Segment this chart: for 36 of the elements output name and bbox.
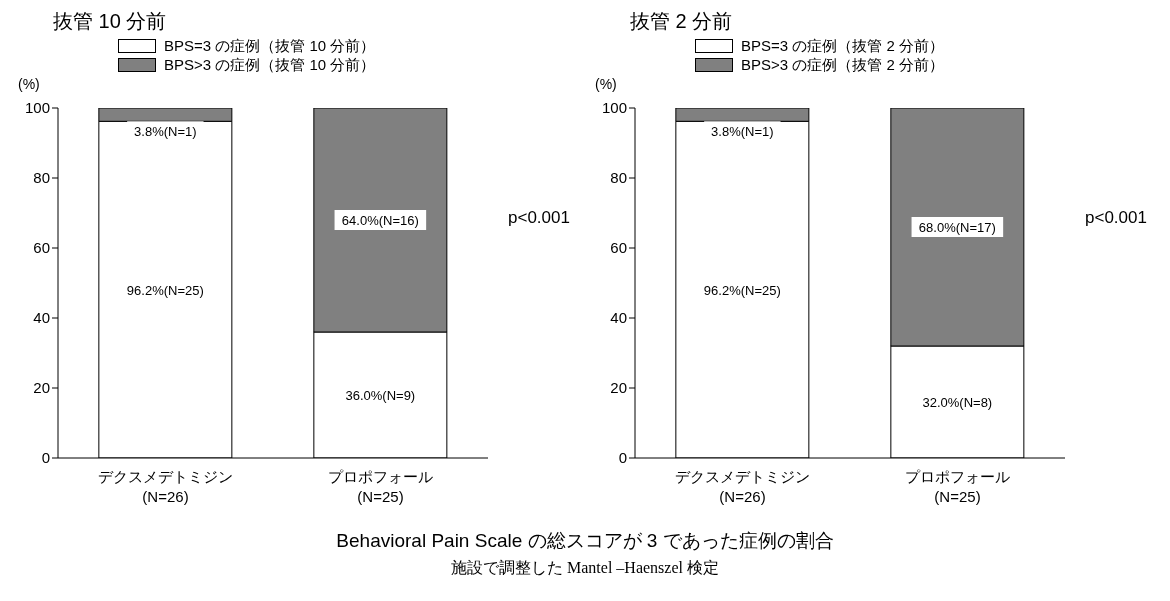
y-tick-label: 40 — [610, 309, 627, 327]
data-label: 3.8%(N=1) — [134, 124, 197, 140]
text: Behavioral Pain Scale の総スコアが 3 であった症例の割合 — [335, 529, 835, 553]
legend-label: BPS>3 の症例（抜管 10 分前） — [164, 55, 376, 74]
data-label: 96.2%(N=25) — [126, 282, 204, 298]
text: p<0.001 — [508, 208, 570, 228]
data-label: 68.0%(N=17) — [918, 220, 996, 235]
y-tick-label: 80 — [33, 169, 50, 187]
y-axis-title: (%) — [595, 76, 617, 92]
y-tick-label: 0 — [41, 449, 50, 467]
y-tick-label: 100 — [601, 99, 627, 117]
y-tick-label: 20 — [610, 379, 627, 397]
y-tick-label: 40 — [33, 309, 50, 327]
data-label: 96.2%(N=25) — [703, 282, 781, 298]
legend-label: BPS>3 の症例（抜管 2 分前） — [741, 55, 944, 74]
x-tick-label: プロポフォール (N=25) — [905, 468, 1010, 505]
y-tick-label: 60 — [33, 239, 50, 257]
y-tick-label: 80 — [610, 169, 627, 187]
x-tick-label: プロポフォール (N=25) — [328, 468, 433, 505]
text: 施設で調整した Mantel –Haenszel 検定 — [450, 558, 720, 578]
data-label: 64.0%(N=16) — [341, 213, 419, 228]
y-tick-label: 100 — [24, 99, 50, 117]
y-tick-label: 0 — [618, 449, 627, 467]
x-tick-label: デクスメデトミジン (N=26) — [98, 468, 233, 505]
data-label: 36.0%(N=9) — [345, 388, 416, 403]
y-tick-label: 20 — [33, 379, 50, 397]
data-label: 3.8%(N=1) — [711, 124, 774, 140]
y-axis-title: (%) — [18, 76, 40, 92]
text: p<0.001 — [1085, 208, 1147, 228]
chart-title: 抜管 2 分前 — [630, 9, 733, 34]
y-tick-label: 60 — [610, 239, 627, 257]
x-tick-label: デクスメデトミジン (N=26) — [675, 468, 810, 505]
chart-title: 抜管 10 分前 — [53, 9, 167, 34]
legend-label: BPS=3 の症例（抜管 2 分前） — [741, 36, 944, 55]
data-label: 32.0%(N=8) — [922, 395, 993, 410]
legend-label: BPS=3 の症例（抜管 10 分前） — [164, 36, 376, 55]
